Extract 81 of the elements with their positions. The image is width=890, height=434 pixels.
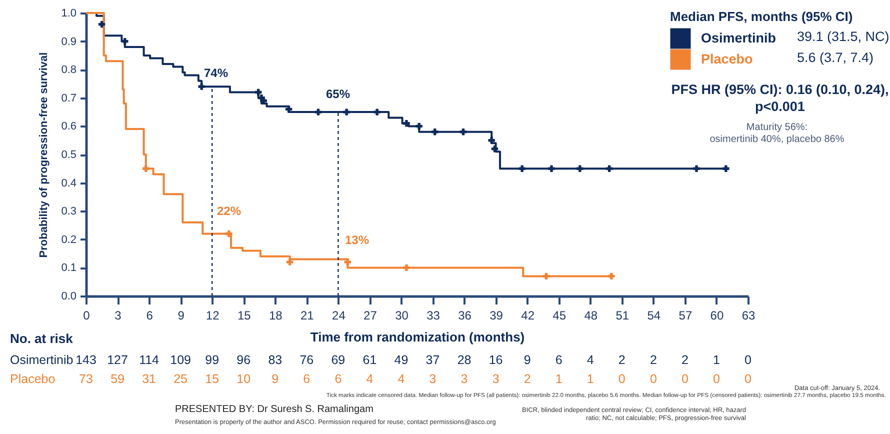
point [344, 258, 351, 266]
legend-title: Median PFS, months (95% CI) [670, 9, 853, 24]
point [403, 120, 410, 127]
point [285, 106, 292, 113]
point [693, 165, 700, 172]
x-tick-label: 63 [742, 308, 756, 322]
point [226, 230, 232, 238]
annotation: 65% [324, 87, 352, 101]
point [314, 108, 322, 116]
point [286, 258, 294, 266]
text: 5.6 (3.7, 7.4) [797, 50, 874, 65]
y-tick-label: 0.4 [61, 177, 76, 190]
x-tick-label: 51 [616, 308, 630, 322]
text: 73 59 31 25 15 10 9 6 6 4 4 3 3 3 2 1 1 0 0 0 0 0 [79, 372, 752, 386]
text: Osimertinib [10, 353, 74, 367]
x-tick-label: 27 [364, 308, 378, 322]
y-tick-label: 0.8 [61, 64, 76, 76]
x-tick-label: 45 [552, 308, 566, 322]
legend-label: Placebo [701, 52, 753, 66]
point [576, 165, 584, 172]
y-tick-label: 0.1 [61, 262, 76, 274]
x-tick-label: 57 [678, 308, 692, 322]
point [491, 145, 498, 152]
x-tick-label: 15 [237, 308, 252, 322]
point [432, 128, 438, 136]
text: 39.1 (31.5, NC) [797, 29, 890, 44]
annotation: osimertinib 40%, placebo 86% [708, 134, 846, 145]
x-tick-label: 36 [458, 308, 472, 322]
point [254, 88, 262, 96]
x-tick-label: 9 [178, 308, 185, 322]
x-tick-label: 33 [426, 308, 440, 322]
y-tick-label: 0.9 [61, 36, 76, 48]
y-axis-title: Probability of progression-free survival [38, 52, 50, 258]
point [122, 38, 128, 45]
point [343, 108, 350, 116]
point [488, 136, 495, 144]
y-tick-label: 0.2 [61, 234, 76, 246]
text: Placebo [10, 372, 56, 386]
annotation: Maturity 56%: [745, 122, 809, 133]
x-tick-label: 3 [114, 308, 122, 322]
y-tick-label: 0.3 [61, 206, 76, 218]
point [606, 165, 613, 172]
text: 143 127 114 109 99 96 83 76 69 61 49 37 28 16 9 6 4 2 2 2 1 0 [76, 353, 752, 367]
point [403, 264, 410, 272]
legend-label: Osimertinib [701, 30, 776, 46]
x-tick-label: 48 [584, 308, 598, 322]
x-tick-label: 24 [332, 308, 346, 322]
annotation: 22% [216, 204, 242, 218]
y-tick-label: 1.0 [61, 8, 76, 20]
text: PRESENTED BY: Dr Suresh S. Ramalingam [175, 404, 374, 415]
point [542, 272, 550, 280]
annotation: 74% [202, 66, 230, 80]
point [198, 83, 205, 90]
y-tick-label: 0.5 [61, 149, 76, 161]
point [608, 272, 615, 280]
point [416, 122, 422, 130]
point [460, 128, 467, 136]
x-tick-label: 54 [647, 308, 661, 322]
annotation: 13% [344, 233, 370, 247]
y-tick-label: 0.6 [61, 120, 76, 133]
point [98, 20, 106, 28]
x-tick-label: 60 [710, 308, 724, 322]
y-tick-label: 0.0 [61, 290, 76, 302]
text: No. at risk [10, 331, 73, 346]
x-axis-title: Time from randomization (months) [310, 330, 525, 344]
x-tick-label: 39 [490, 308, 504, 322]
x-tick-label: 18 [268, 308, 283, 322]
x-tick-label: 0 [83, 308, 90, 322]
point [374, 108, 380, 116]
point [518, 165, 526, 172]
x-tick-label: 30 [395, 308, 409, 322]
text: p<0.001 [754, 99, 806, 114]
x-tick-label: 42 [521, 308, 535, 322]
point [548, 165, 555, 172]
annotation: PFS HR (95% CI): 0.16 (0.10, 0.24), [670, 82, 890, 97]
x-tick-label: 12 [206, 308, 220, 322]
y-tick-label: 0.7 [61, 92, 76, 104]
point [722, 165, 730, 172]
x-tick-label: 6 [146, 308, 154, 322]
x-tick-label: 21 [300, 308, 314, 322]
point [142, 165, 150, 172]
